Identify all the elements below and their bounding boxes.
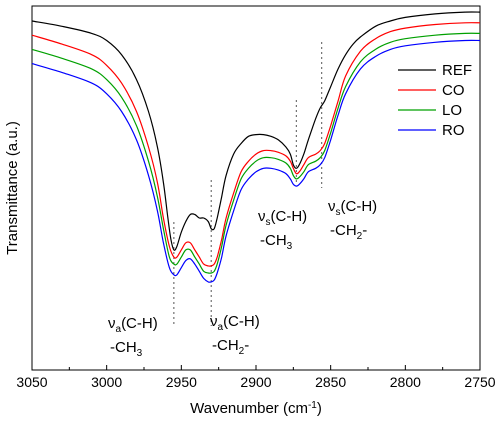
x-axis-label-main: Wavenumber (cm [190, 400, 308, 417]
legend-label-co: CO [442, 82, 465, 99]
x-tick-label: 3000 [91, 374, 122, 390]
x-axis-ticks: 3050 3000 2950 2900 2850 2800 2750 [16, 365, 496, 390]
annotation-mode: νs(C-H) [258, 208, 307, 228]
series-line-ro [31, 39, 481, 283]
peak-annotations: νa(C-H) -CH3 νa(C-H) -CH2- νs(C-H) -CH3 νs(C-H… [108, 198, 377, 359]
x-tick-label: 2750 [464, 374, 495, 390]
annotation-group: -CH2- [212, 337, 249, 357]
x-axis-label: Wavenumber (cm-1) [190, 400, 322, 417]
annotation-group: -CH2- [330, 222, 367, 242]
legend-label-lo: LO [442, 102, 462, 119]
legend-label-ref: REF [442, 62, 472, 79]
x-tick-label: 2850 [315, 374, 346, 390]
x-axis-label-close: ) [317, 400, 322, 417]
x-tick-label: 2800 [390, 374, 421, 390]
annotation-mode: νa(C-H) [108, 315, 158, 335]
annotation-group: -CH3 [260, 232, 293, 252]
y-axis-label: Transmittance (a.u.) [4, 121, 21, 255]
legend: REF CO LO RO [398, 62, 472, 139]
annotation-mode: νs(C-H) [328, 198, 377, 218]
x-axis-label-sup: -1 [308, 400, 317, 411]
x-tick-label: 3050 [16, 374, 47, 390]
series-line-co [31, 22, 481, 267]
series-line-ref [31, 11, 481, 251]
legend-label-ro: RO [442, 122, 465, 139]
series-lines [31, 11, 481, 283]
annotation-group: -CH3 [110, 339, 143, 359]
x-tick-label: 2950 [166, 374, 197, 390]
annotation-mode: νa(C-H) [210, 313, 260, 333]
x-tick-label: 2900 [240, 374, 271, 390]
series-line-lo [31, 32, 481, 274]
